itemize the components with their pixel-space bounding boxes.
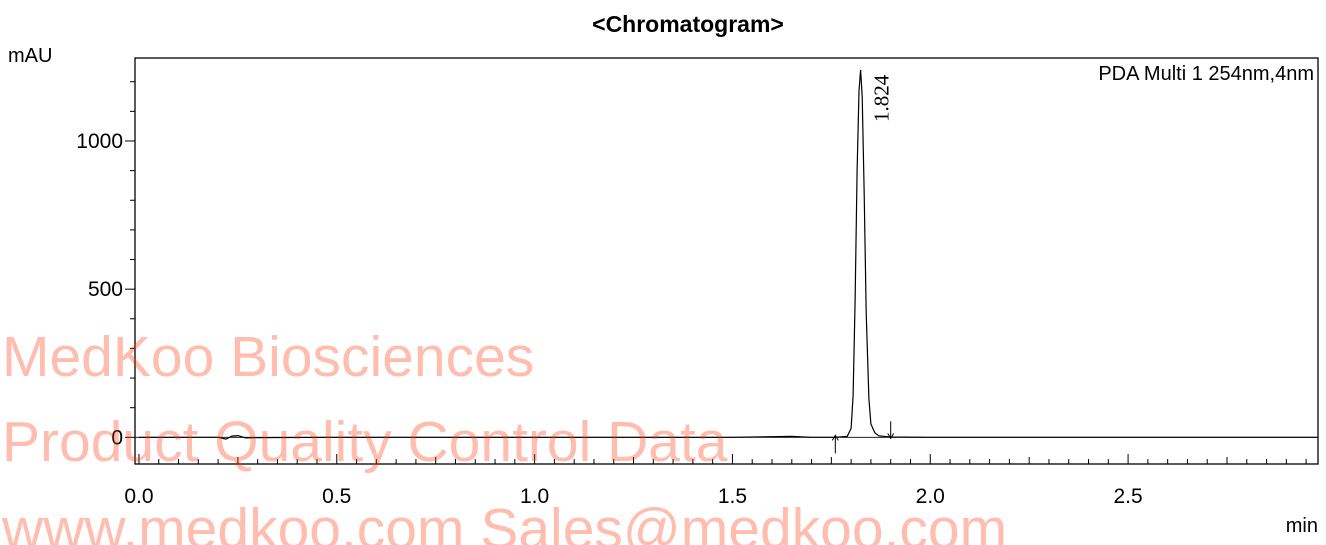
peak-end-arrowhead [887, 433, 895, 440]
y-tick-label: 500 [88, 278, 123, 301]
x-tick-label: 1.5 [718, 485, 747, 508]
plot-frame [134, 57, 1319, 465]
x-tick-label: 0.5 [322, 485, 351, 508]
y-axis-unit: mAU [8, 45, 52, 67]
series-layer [135, 69, 1318, 440]
peak-start-arrowhead [831, 434, 839, 441]
watermark-line-1: MedKoo Biosciences [2, 325, 534, 389]
x-axis-unit: min [1286, 515, 1318, 537]
x-axis-ticks: 0.0 0.5 1.0 1.5 2.0 2.5 [124, 454, 1307, 508]
watermark-line-2: Product Quality Control Data [2, 410, 728, 474]
watermark: MedKoo Biosciences Product Quality Contr… [1, 325, 1007, 545]
y-axis-ticks: 0 500 1000 [76, 81, 135, 449]
peak-label: 1.824 [870, 74, 894, 122]
peak-annotations: 1.824 [831, 74, 895, 454]
x-tick-label: 0.0 [124, 485, 153, 508]
series-line [139, 69, 1318, 440]
watermark-line-3: www.medkoo.com Sales@medkoo.com [1, 497, 1007, 545]
chart-title: <Chromatogram> [592, 11, 784, 37]
x-tick-label: 1.0 [520, 485, 549, 508]
legend-label: PDA Multi 1 254nm,4nm [1098, 63, 1314, 85]
y-tick-label: 0 [111, 426, 123, 449]
x-tick-label: 2.5 [1113, 485, 1142, 508]
x-tick-label: 2.0 [916, 485, 945, 508]
y-tick-label: 1000 [76, 130, 123, 153]
